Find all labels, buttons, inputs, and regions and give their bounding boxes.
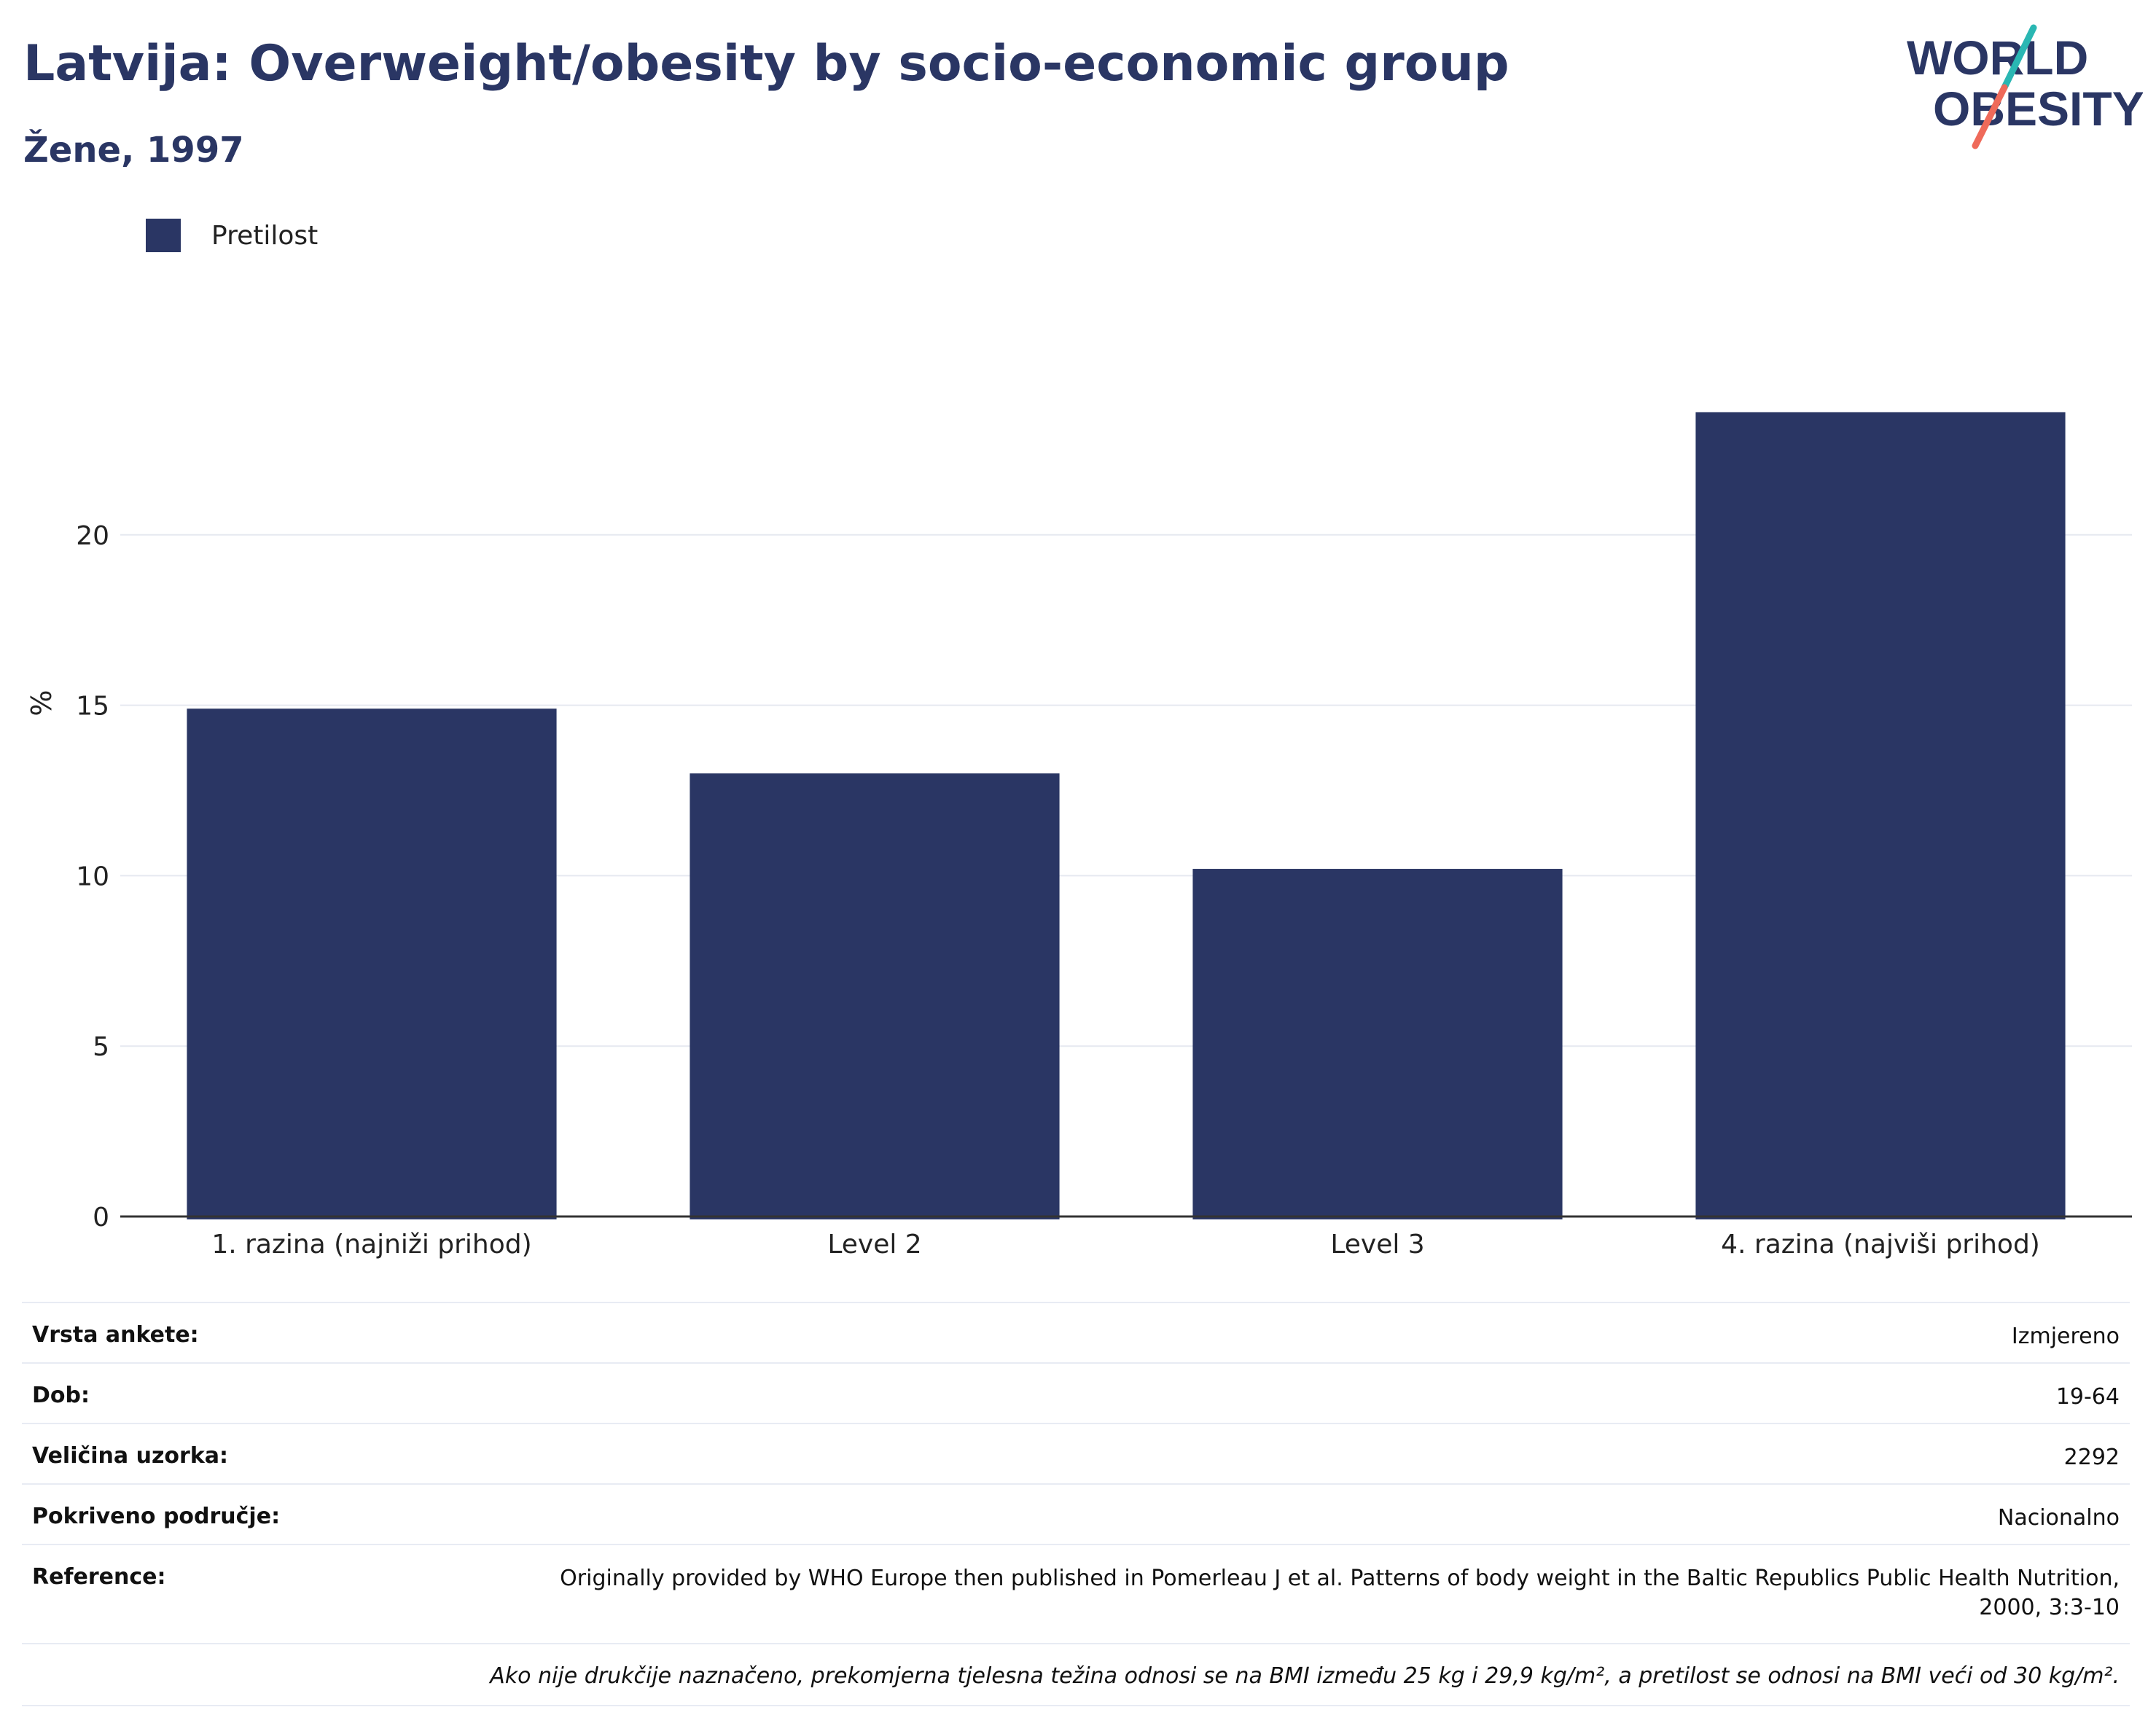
logo-slash-coral — [1972, 84, 2008, 149]
info-row-age: Dob: 19-64 — [22, 1362, 2130, 1423]
info-key: Reference: — [32, 1564, 166, 1590]
info-key: Pokriveno područje: — [32, 1504, 281, 1529]
x-tick-label: 1. razina (najniži prihod) — [211, 1230, 531, 1260]
y-tick-label: 20 — [76, 521, 109, 551]
info-table: Vrsta ankete: Izmjereno Dob: 19-64 Velič… — [22, 1302, 2130, 1706]
bar-chart: 0 5 10 15 20 1. razina (najniži prihod) Level… — [26, 412, 2132, 1260]
info-row-sample-size: Veličina uzorka: 2292 — [22, 1423, 2130, 1483]
bar — [187, 708, 557, 1219]
legend-swatch-pretilost — [146, 219, 181, 252]
info-row-reference: Reference: Originally provided by WHO Eu… — [22, 1544, 2130, 1643]
x-tick-label: Level 3 — [1330, 1230, 1424, 1260]
bar — [1192, 869, 1563, 1219]
info-value: 19-64 — [2055, 1384, 2120, 1410]
y-axis-label: % — [26, 690, 58, 716]
info-row-coverage: Pokriveno područje: Nacionalno — [22, 1483, 2130, 1544]
reference-text: Originally provided by WHO Europe then p… — [560, 1566, 2120, 1620]
legend: Pretilost — [146, 219, 318, 252]
y-tick-label: 5 — [93, 1032, 109, 1062]
info-key: Vrsta ankete: — [32, 1322, 199, 1348]
bars — [187, 412, 2066, 1219]
bar — [690, 773, 1060, 1219]
x-tick-labels: 1. razina (najniži prihod) Level 2 Level 3… — [211, 1230, 2040, 1260]
y-tick-labels: 0 5 10 15 20 — [76, 521, 109, 1233]
y-tick-label: 0 — [93, 1203, 109, 1233]
info-key: Veličina uzorka: — [32, 1443, 229, 1469]
world-obesity-logo: WORLD OBESITY — [1907, 24, 2143, 149]
info-value: Izmjereno — [2011, 1324, 2120, 1349]
y-tick-label: 15 — [76, 692, 109, 722]
info-value: 2292 — [2063, 1445, 2120, 1470]
logo-word-obesity: OBESITY — [1933, 82, 2143, 136]
info-key: Dob: — [32, 1383, 90, 1408]
logo-word-world: WORLD — [1907, 31, 2088, 85]
y-tick-label: 10 — [76, 862, 109, 891]
x-tick-label: Level 2 — [827, 1230, 921, 1260]
x-tick-label: 4. razina (najviši prihod) — [1721, 1230, 2040, 1260]
info-row-survey-type: Vrsta ankete: Izmjereno — [22, 1302, 2130, 1362]
legend-label-pretilost: Pretilost — [211, 220, 319, 251]
logo-slash-teal — [2001, 24, 2037, 91]
chart-subtitle: Žene, 1997 — [23, 130, 244, 171]
definition-note: Ako nije drukčije naznačeno, prekomjerna… — [22, 1643, 2130, 1706]
info-value: Nacionalno — [1997, 1505, 2120, 1531]
chart-title: Latvija: Overweight/obesity by socio-eco… — [23, 35, 1509, 93]
bar — [1695, 412, 2066, 1219]
